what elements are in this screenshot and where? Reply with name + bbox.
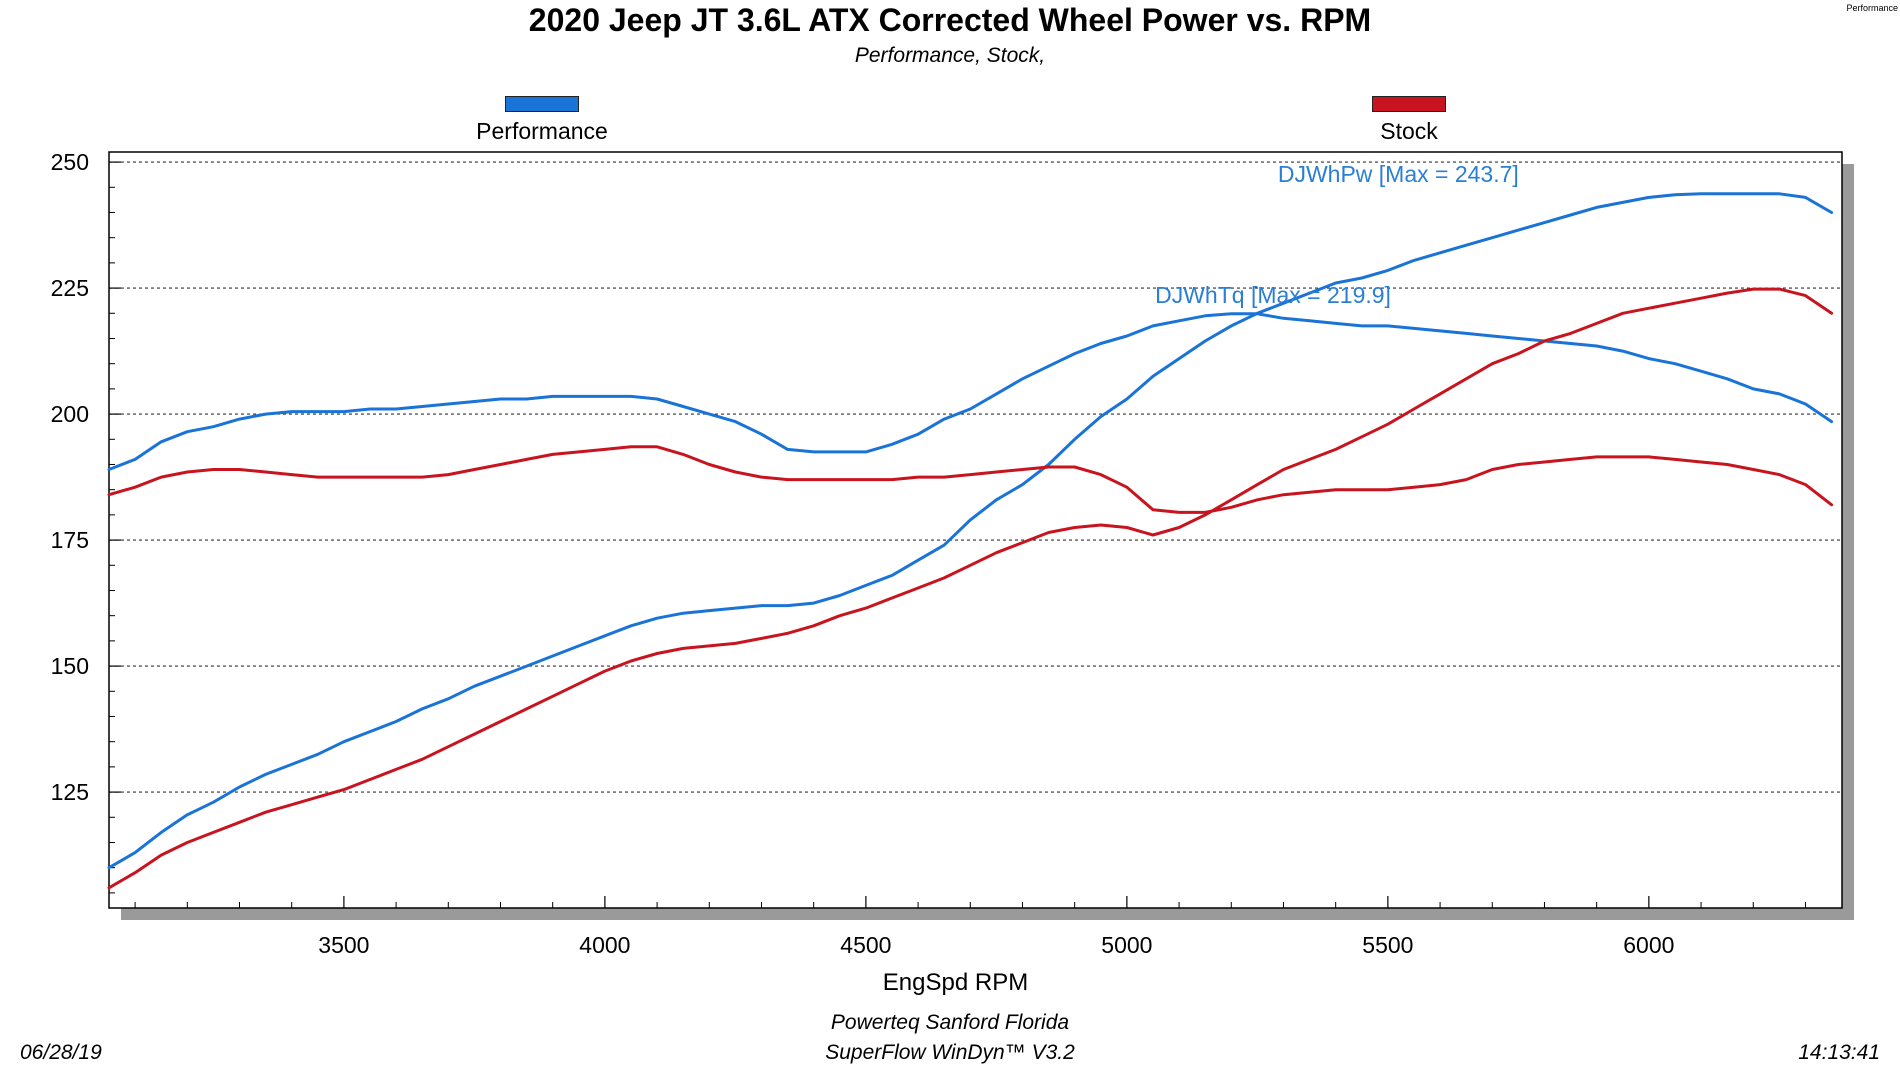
- ytick-label-125: 125: [51, 779, 89, 805]
- xtick-label-5500: 5500: [1362, 932, 1413, 958]
- annotation-1: DJWhTq [Max = 219.9]: [1155, 282, 1391, 308]
- legend-performance-swatch: [505, 96, 579, 112]
- series-line-stock-djwhtq: [107, 445, 1834, 514]
- ytick-label-175: 175: [51, 527, 89, 553]
- footer-shop: Powerteq Sanford Florida: [830, 1011, 1070, 1034]
- legend-stock-swatch: [1372, 96, 1446, 112]
- chart-title: 2020 Jeep JT 3.6L ATX Corrected Wheel Po…: [528, 2, 1372, 38]
- plot-frame: [108, 151, 1843, 909]
- xtick-label-6000: 6000: [1623, 932, 1674, 958]
- annotation-0: DJWhPw [Max = 243.7]: [1278, 161, 1519, 187]
- xtick-label-5000: 5000: [1101, 932, 1152, 958]
- xtick-label-3500: 3500: [318, 932, 369, 958]
- series-line-stock-djwhpw: [107, 287, 1834, 890]
- legend-performance-label: Performance: [476, 118, 608, 144]
- footer-time: 14:13:41: [1798, 1041, 1880, 1064]
- legend-performance: Performance: [462, 96, 622, 145]
- corner-tag: Performance: [1846, 3, 1898, 13]
- series-line-performance-djwhpw: [107, 192, 1834, 870]
- legend-stock: Stock: [1329, 96, 1489, 145]
- chart-subtitle: Performance, Stock,: [854, 44, 1046, 67]
- xtick-label-4500: 4500: [840, 932, 891, 958]
- ytick-label-150: 150: [51, 653, 89, 679]
- x-axis-title: EngSpd RPM: [883, 969, 1028, 996]
- footer-software: SuperFlow WinDyn™ V3.2: [825, 1041, 1075, 1064]
- xtick-label-4000: 4000: [579, 932, 630, 958]
- ytick-label-200: 200: [51, 401, 89, 427]
- ytick-label-250: 250: [51, 149, 89, 175]
- ytick-label-225: 225: [51, 275, 89, 301]
- footer-date: 06/28/19: [20, 1041, 102, 1064]
- legend-stock-label: Stock: [1380, 118, 1438, 144]
